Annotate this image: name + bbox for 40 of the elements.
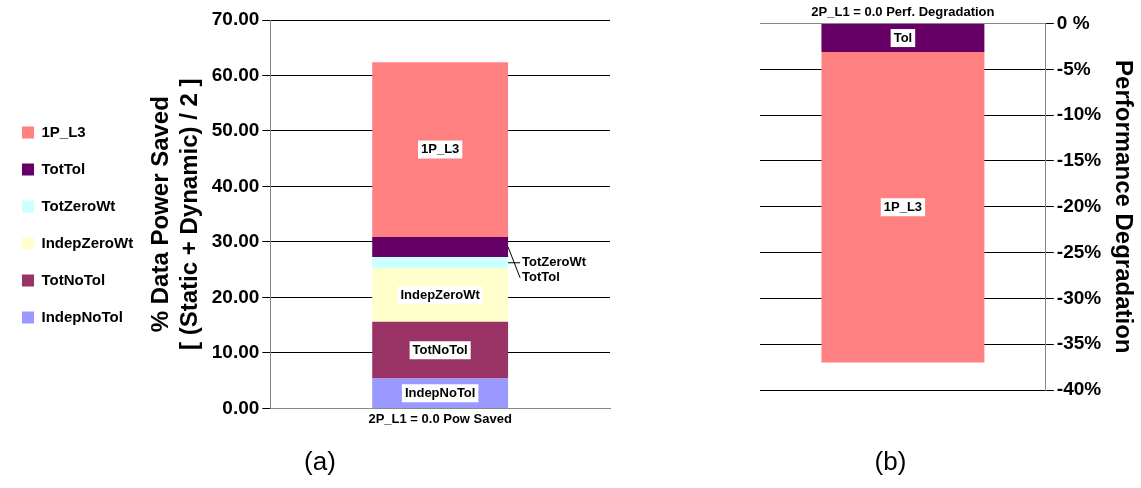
y2-tick-label: -15% [1056,149,1102,171]
text: TotNoTol [412,341,468,357]
text: (a) [303,446,337,477]
legend-label: TotNoTol [41,270,106,288]
legend-label: TotTol [41,159,86,177]
bar [372,62,509,237]
y2-tick-label: -10% [1056,103,1102,125]
legend-label: 1P_L3 [41,122,86,140]
text: IndepNoTol [404,384,476,400]
legend-label: IndepNoTol [41,307,123,325]
y2-tick-label: -25% [1056,240,1102,262]
y2-tick-label: -30% [1056,286,1102,308]
text: IndepZeroWt [400,286,480,302]
y2-tick-label: 0 % [1056,11,1090,33]
y-tick-label: 70.00 [211,8,260,30]
y2-axis-title: Performance Degradation [1110,60,1138,354]
y2-tick-label: -40% [1056,378,1102,400]
y-tick-label: 60.00 [211,63,260,85]
x-tick-label: 2P_L1 = 0.0 Pow Saved [368,410,512,426]
legend-label: TotZeroWt [41,196,116,214]
series-label: 1P_L3 [883,198,923,214]
y-tick-label: 0.00 [222,396,260,418]
y-tick-label: 50.00 [211,119,260,141]
y-tick-label: 40.00 [211,174,260,196]
legend-label: IndepZeroWt [41,233,134,251]
y-tick-label: 30.00 [211,230,260,252]
y2-tick-label: -35% [1056,332,1102,354]
y-axis-title: % Data Power Saved [ (Static + Dynamic) / 2 ] [146,78,202,350]
text: TotZeroWt [522,254,587,270]
x-tick-label: 2P_L1 = 0.0 Perf. Degradation [811,4,995,20]
text: TotTol [522,269,560,285]
y-tick-label: 20.00 [211,285,260,307]
bar [372,236,509,257]
series-label: Tol [893,29,913,45]
y2-tick-label: -20% [1056,195,1102,217]
y-tick-label: 10.00 [211,341,260,363]
text: (b) [873,446,908,477]
bar [372,256,509,269]
text: 1P_L3 [420,141,460,157]
y2-tick-label: -5% [1056,57,1091,79]
